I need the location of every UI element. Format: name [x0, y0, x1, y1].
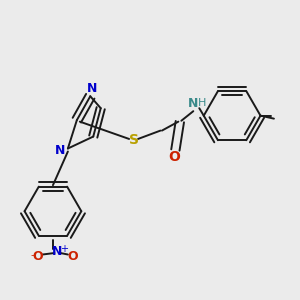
Text: +: + — [60, 244, 68, 254]
Text: S: S — [129, 133, 139, 146]
Text: H: H — [197, 98, 206, 108]
Text: O: O — [67, 250, 78, 262]
Text: N: N — [55, 143, 66, 157]
Text: O: O — [33, 250, 43, 262]
Text: N: N — [188, 97, 199, 110]
Text: N: N — [52, 245, 63, 258]
Text: O: O — [168, 151, 180, 164]
Text: N: N — [87, 82, 97, 95]
Text: -: - — [30, 250, 34, 260]
